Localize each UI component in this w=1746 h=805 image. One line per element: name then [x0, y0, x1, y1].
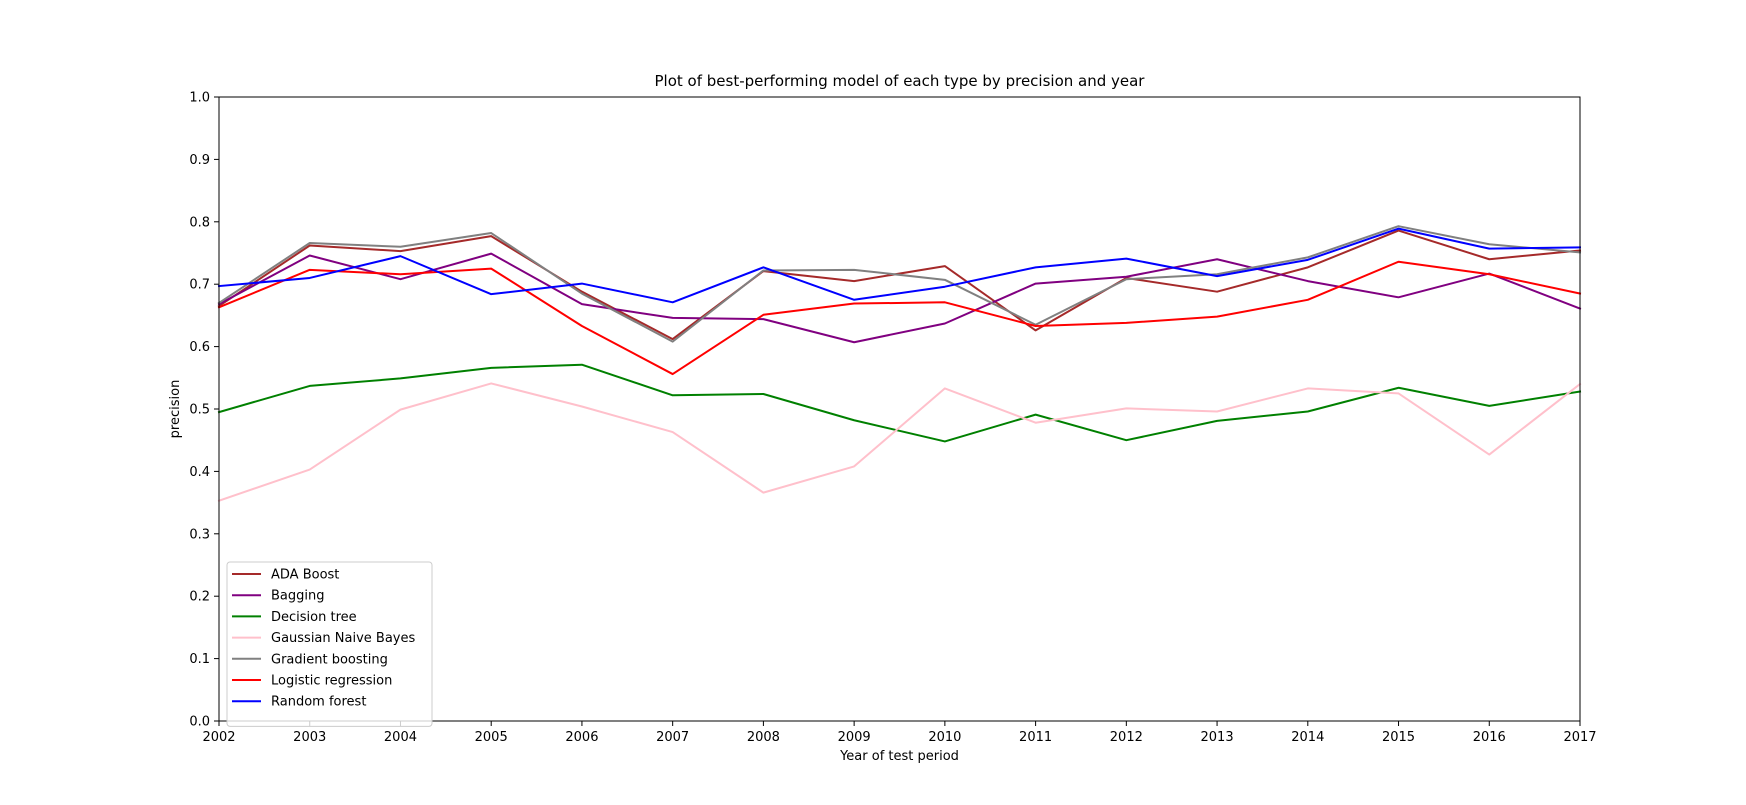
series-line-logistic-regression: [217, 260, 1582, 376]
series-line-decision-tree: [217, 363, 1582, 443]
series-line-bagging: [217, 252, 1582, 344]
x-tick-label: 2005: [475, 730, 508, 745]
x-tick-label: 2011: [1019, 730, 1052, 745]
y-tick-label: 0.0: [189, 715, 210, 730]
legend-label: Bagging: [271, 589, 325, 604]
x-tick-label: 2009: [838, 730, 871, 745]
series-line-gaussian-naive-bayes: [217, 382, 1582, 503]
y-axis-title: precision: [168, 380, 183, 439]
legend: ADA Boost Bagging Decision tree Gaussian Na…: [226, 561, 433, 727]
y-tick-label: 0.7: [189, 278, 210, 293]
x-tick-label: 2016: [1473, 730, 1506, 745]
y-tick-label: 0.3: [189, 527, 210, 542]
y-tick-label: 0.9: [189, 153, 210, 168]
y-tick-label: 0.1: [189, 652, 210, 667]
x-tick-label: 2012: [1110, 730, 1143, 745]
chart-title: Plot of best-performing model of each ty…: [655, 72, 1146, 90]
x-tick-label: 2015: [1382, 730, 1415, 745]
x-tick-label: 2017: [1563, 730, 1596, 745]
y-tick-label: 0.2: [189, 590, 210, 605]
y-tick-label: 0.5: [189, 403, 210, 418]
x-tick-label: 2013: [1201, 730, 1234, 745]
x-tick-label: 2007: [656, 730, 689, 745]
y-tick-label: 0.8: [189, 215, 210, 230]
series-line-gradient-boosting: [217, 225, 1582, 343]
legend-label: Logistic regression: [271, 674, 392, 689]
legend-label: Decision tree: [271, 610, 357, 625]
y-tick-label: 1.0: [189, 91, 210, 106]
legend-label: Gaussian Naive Bayes: [271, 631, 415, 646]
series-line-random-forest: [217, 227, 1582, 304]
plot-area: 2002 2003 2004 2005 2006 2007 2008 2009 2010 2011…: [189, 91, 1596, 746]
legend-box: [226, 561, 433, 727]
y-tick-label: 0.4: [189, 465, 210, 480]
x-axis-title: Year of test period: [839, 749, 959, 764]
legend-label: Gradient boosting: [271, 652, 388, 667]
legend-label: ADA Boost: [271, 568, 339, 583]
x-tick-label: 2002: [202, 730, 235, 745]
x-tick-label: 2006: [565, 730, 598, 745]
legend-label: Random forest: [271, 695, 366, 710]
series-line-ada-boost: [217, 229, 1582, 341]
x-tick-label: 2008: [747, 730, 780, 745]
x-tick-label: 2010: [928, 730, 961, 745]
x-tick-label: 2014: [1291, 730, 1324, 745]
x-tick-label: 2003: [293, 730, 326, 745]
y-tick-label: 0.6: [189, 340, 210, 355]
x-tick-label: 2004: [384, 730, 417, 745]
